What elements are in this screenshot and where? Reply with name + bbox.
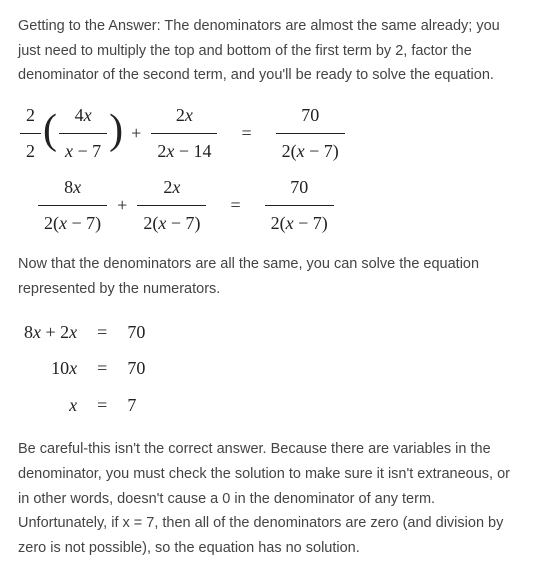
term-fraction: 4x x − 7 (59, 100, 107, 166)
equation-row-2: 8x 2(x − 7) + 2x 2(x − 7) = 70 2(x − 7) (18, 172, 521, 238)
equals-sign: = (241, 118, 251, 149)
term-fraction: 8x 2(x − 7) (38, 172, 107, 238)
algebra-lhs: 10x (18, 350, 83, 387)
rhs-fraction: 70 2(x − 7) (265, 172, 334, 238)
fraction-denominator: 2(x − 7) (276, 134, 345, 167)
algebra-rhs: 70 (121, 350, 151, 387)
equation-row-1: 2 2 ( 4x x − 7 ) + 2x 2x − 14 = 70 2(x −… (18, 100, 521, 166)
fraction-denominator: 2(x − 7) (265, 206, 334, 239)
fraction-numerator: 8x (38, 172, 107, 206)
equals-sign: = (230, 190, 240, 221)
equation-block-fractions: 2 2 ( 4x x − 7 ) + 2x 2x − 14 = 70 2(x −… (18, 100, 521, 238)
intro-paragraph: Getting to the Answer: The denominators … (18, 14, 521, 88)
algebra-steps-table: 8x + 2x = 70 10x = 70 x = 7 (18, 314, 151, 424)
equals-sign: = (83, 314, 121, 351)
plus-operator: + (117, 190, 127, 221)
fraction-numerator: 70 (276, 100, 345, 134)
term-fraction: 2x 2(x − 7) (137, 172, 206, 238)
equals-sign: = (83, 387, 121, 424)
fraction-denominator: 2 (20, 134, 41, 167)
algebra-row: 8x + 2x = 70 (18, 314, 151, 351)
fraction-denominator: 2x − 14 (151, 134, 217, 167)
algebra-rhs: 7 (121, 387, 151, 424)
algebra-lhs: x (18, 387, 83, 424)
plus-operator: + (131, 118, 141, 149)
fraction-denominator: 2(x − 7) (137, 206, 206, 239)
fraction-numerator: 4x (59, 100, 107, 134)
algebra-rhs: 70 (121, 314, 151, 351)
algebra-row: x = 7 (18, 387, 151, 424)
fraction-numerator: 70 (265, 172, 334, 206)
fraction-denominator: 2(x − 7) (38, 206, 107, 239)
right-paren: ) (109, 114, 123, 148)
equals-sign: = (83, 350, 121, 387)
mid-paragraph: Now that the denominators are all the sa… (18, 252, 521, 301)
fraction-numerator: 2x (151, 100, 217, 134)
rhs-fraction: 70 2(x − 7) (276, 100, 345, 166)
fraction-numerator: 2x (137, 172, 206, 206)
algebra-row: 10x = 70 (18, 350, 151, 387)
left-paren: ( (43, 114, 57, 148)
coefficient-fraction: 2 2 (20, 100, 41, 166)
algebra-lhs: 8x + 2x (18, 314, 83, 351)
conclusion-paragraph: Be careful-this isn't the correct answer… (18, 437, 521, 560)
fraction-denominator: x − 7 (59, 134, 107, 167)
fraction-numerator: 2 (20, 100, 41, 134)
term-fraction: 2x 2x − 14 (151, 100, 217, 166)
